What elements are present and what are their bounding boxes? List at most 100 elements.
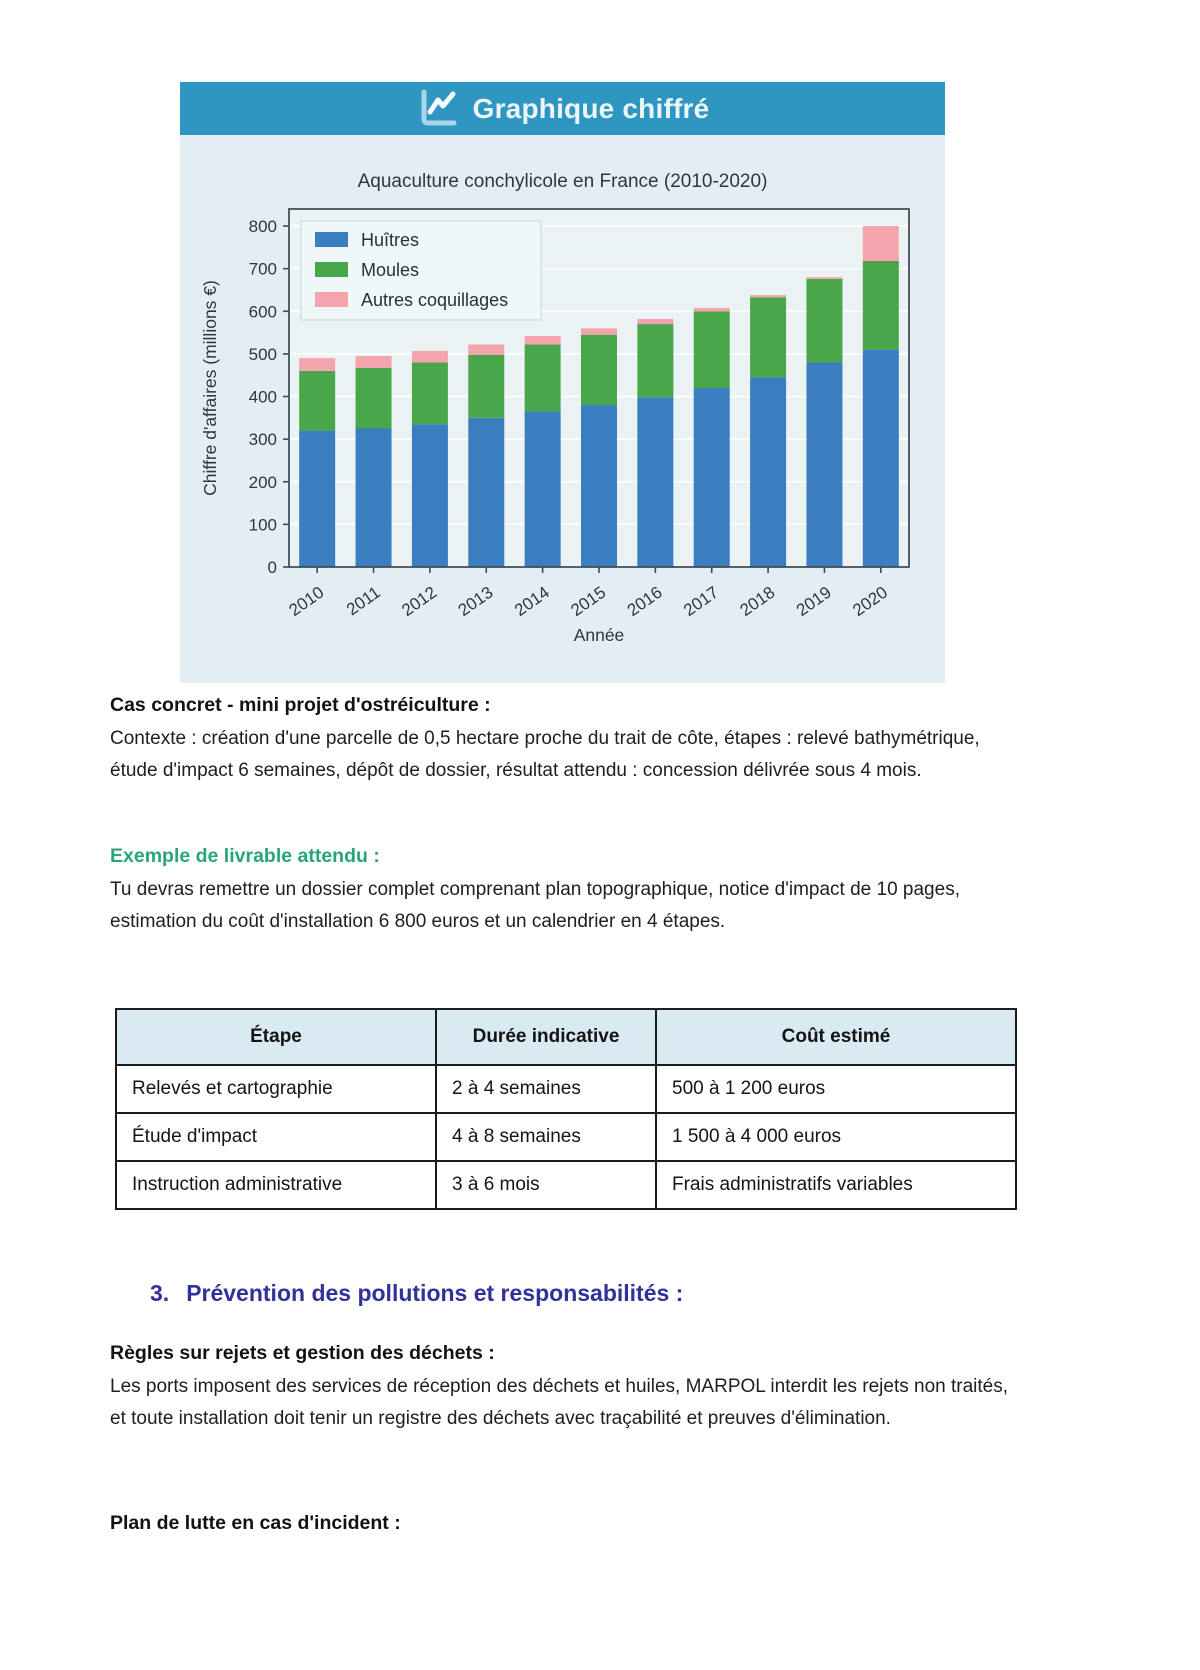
chart-title: Aquaculture conchylicole en France (2010…: [357, 171, 768, 192]
bar-segment: [750, 295, 787, 298]
legend-swatch: [315, 262, 348, 277]
y-tick-label: 500: [249, 345, 277, 364]
table-cell: Frais administratifs variables: [655, 1160, 1017, 1210]
x-tick-label: 2015: [567, 583, 609, 620]
y-axis-label: Chiffre d'affaires (millions €): [200, 280, 220, 496]
bar-segment: [355, 367, 392, 429]
bar-segment: [806, 278, 843, 363]
bar-segment: [468, 417, 505, 567]
legend-label: Huîtres: [361, 230, 419, 250]
bar-segment: [862, 226, 899, 261]
chart-card-title: Graphique chiffré: [472, 92, 710, 124]
bar-segment: [355, 428, 392, 567]
table-cell: 1 500 à 4 000 euros: [655, 1112, 1017, 1162]
y-tick-label: 300: [249, 430, 277, 449]
bar-segment: [581, 405, 617, 567]
bar-segment: [693, 311, 730, 388]
bar-segment: [806, 277, 843, 279]
table-cell: Relevés et cartographie: [115, 1064, 437, 1114]
bar-segment: [411, 350, 448, 363]
legend-swatch: [315, 292, 348, 307]
table-row: Instruction administrative 3 à 6 mois Frai…: [115, 1160, 1017, 1210]
bar-segment: [750, 297, 787, 378]
y-tick-label: 200: [249, 473, 277, 492]
cas-concret-paragraph: Contexte : création d'une parcelle de 0,…: [110, 728, 980, 781]
table-header-cell: Durée indicative: [435, 1008, 657, 1066]
y-tick-label: 0: [268, 558, 277, 577]
bar-segment: [411, 424, 448, 567]
y-tick-label: 400: [249, 388, 277, 407]
x-tick-label: 2012: [398, 583, 440, 620]
legend-label: Moules: [361, 260, 419, 280]
table-header-row: Étape Durée indicative Coût estimé: [115, 1008, 1017, 1066]
table-cell: 500 à 1 200 euros: [655, 1064, 1017, 1114]
bar-segment: [862, 260, 899, 350]
stacked-bar-chart: 0 100 200 300 400 500 600 700 800 2010 2011 2012 201…: [200, 208, 910, 645]
x-tick-label: 2014: [511, 583, 553, 620]
y-tick-label: 100: [249, 515, 277, 534]
x-tick-label: 2010: [286, 583, 328, 620]
plan-heading: Plan de lutte en cas d'incident :: [110, 1512, 401, 1534]
bar-segment: [862, 349, 899, 567]
table-row: Étude d'impact 4 à 8 semaines 1 500 à 4 00…: [115, 1112, 1017, 1162]
x-tick-label: 2016: [624, 583, 666, 620]
plan-section: Plan de lutte en cas d'incident :: [110, 1512, 1015, 1541]
etapes-table: Étape Durée indicative Coût estimé Relevés…: [115, 1008, 1017, 1210]
bar-segment: [637, 397, 674, 567]
bar-segment: [299, 358, 336, 371]
bar-segment: [355, 356, 392, 368]
y-tick-label: 800: [249, 217, 277, 236]
cas-concret-section: Cas concret - mini projet d'ostréicultur…: [110, 694, 1015, 786]
y-tick-label: 700: [249, 260, 277, 279]
bar-segment: [299, 370, 336, 431]
bar-segment: [637, 318, 674, 325]
table-cell: Instruction administrative: [115, 1160, 437, 1210]
x-tick-label: 2011: [343, 583, 384, 620]
bar-segment: [693, 307, 730, 312]
table-header-cell: Coût estimé: [655, 1008, 1017, 1066]
cas-concret-heading: Cas concret - mini projet d'ostréicultur…: [110, 694, 491, 716]
bar-segment: [468, 354, 505, 418]
section3-heading: 3. Prévention des pollutions et responsa…: [150, 1280, 683, 1307]
bar-segment: [693, 388, 730, 567]
livrable-section: Exemple de livrable attendu : Tu devras …: [110, 845, 1015, 937]
bar-segment: [524, 411, 561, 567]
table-cell: Étude d'impact: [115, 1112, 437, 1162]
livrable-paragraph: Tu devras remettre un dossier complet co…: [110, 879, 960, 932]
legend-label: Autres coquillages: [361, 290, 508, 310]
table-cell: 3 à 6 mois: [435, 1160, 657, 1210]
line-chart-icon: [416, 87, 460, 131]
chart-card: Graphique chiffré Aquaculture conchylico…: [180, 82, 945, 683]
plot-border: [288, 208, 910, 568]
regles-paragraph: Les ports imposent des services de récep…: [110, 1376, 1009, 1429]
chart-card-body: Aquaculture conchylicole en France (2010…: [180, 135, 945, 683]
table-cell: 4 à 8 semaines: [435, 1112, 657, 1162]
bar-segment: [411, 362, 448, 425]
bar-segment: [524, 336, 561, 345]
legend-swatch: [315, 232, 348, 247]
bar-segment: [299, 430, 336, 567]
table-cell: 2 à 4 semaines: [435, 1064, 657, 1114]
table-row: Relevés et cartographie 2 à 4 semaines 500…: [115, 1064, 1017, 1114]
regles-section: Règles sur rejets et gestion des déchets…: [110, 1342, 1015, 1434]
x-tick-label: 2013: [455, 583, 497, 620]
bar-segment: [637, 324, 674, 398]
chart-card-header: Graphique chiffré: [180, 82, 945, 135]
table-body: Relevés et cartographie 2 à 4 semaines 500…: [115, 1064, 1017, 1210]
x-tick-label: 2017: [680, 583, 722, 620]
section3-title: Prévention des pollutions et responsabil…: [186, 1280, 684, 1306]
bar-segment: [581, 328, 617, 335]
x-tick-label: 2019: [793, 583, 835, 620]
x-tick-label: 2018: [737, 583, 779, 620]
livrable-heading: Exemple de livrable attendu :: [110, 845, 380, 867]
bar-segment: [581, 334, 617, 406]
x-axis-label: Année: [574, 625, 625, 645]
bar-segment: [806, 362, 843, 567]
bar-segment: [468, 344, 505, 355]
y-tick-label: 600: [249, 302, 277, 321]
x-tick-label: 2020: [849, 583, 891, 620]
regles-heading: Règles sur rejets et gestion des déchets…: [110, 1342, 495, 1364]
section3-number: 3.: [150, 1280, 170, 1306]
bar-segment: [524, 344, 561, 412]
table-header-cell: Étape: [115, 1008, 437, 1066]
